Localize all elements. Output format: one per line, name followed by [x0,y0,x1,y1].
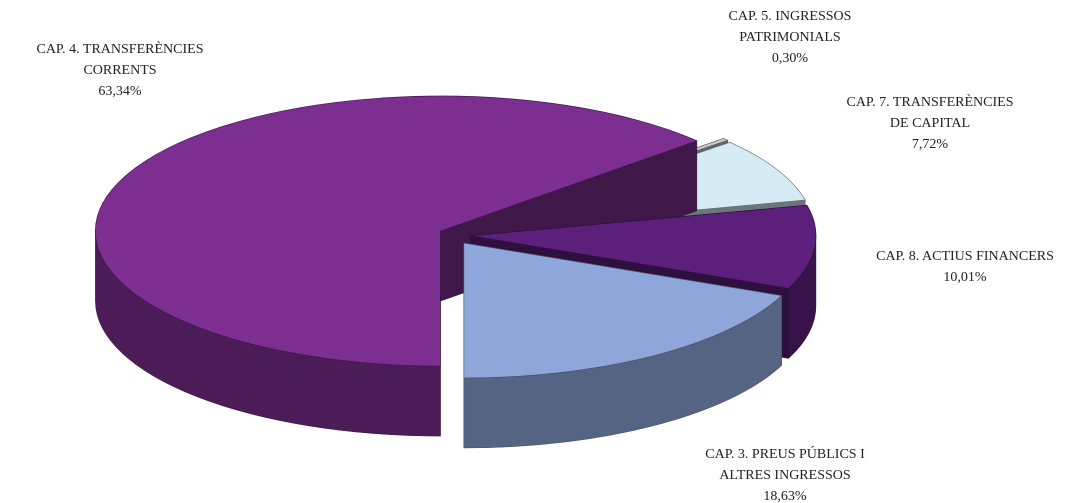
slice-top [95,95,698,367]
slice-label: CAP. 4. TRANSFERÈNCIES [36,40,203,57]
value-label: 18,63% [763,489,807,503]
slice-label: ALTRES INGRESSOS [719,468,850,483]
slice-label: DE CAPITAL [890,116,970,131]
slice-label: CAP. 5. INGRESSOS [729,9,852,24]
slice [463,242,783,449]
value-label: 7,72% [912,137,949,152]
slice-label: CAP. 8. ACTIUS FINANCERS [876,249,1054,264]
slice-label: CORRENTS [83,63,156,78]
slice-label: PATRIMONIALS [739,30,840,45]
slice-label: CAP. 3. PREUS PÚBLICS I [705,445,865,462]
value-label: 63,34% [98,84,142,99]
slice-label: CAP. 7. TRANSFERÈNCIES [846,93,1013,110]
slice-top [470,204,817,289]
value-label: 10,01% [943,270,987,285]
value-label: 0,30% [772,51,809,66]
slice-top [463,242,783,379]
